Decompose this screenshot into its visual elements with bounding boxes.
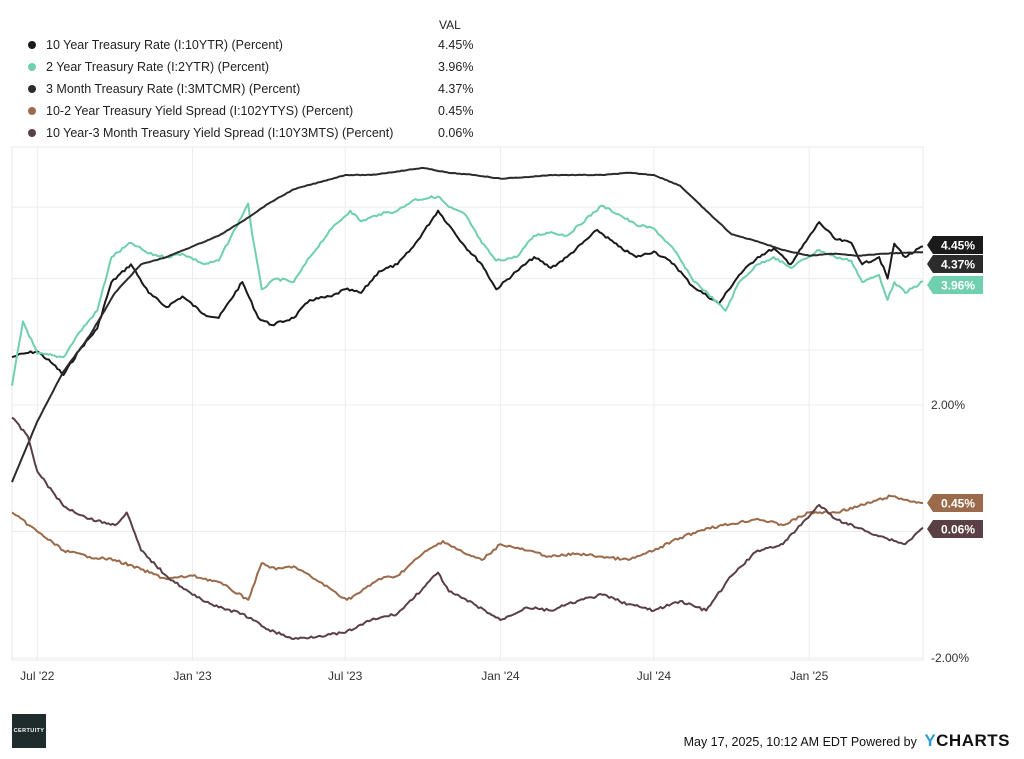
x-tick-label: Jul '22 bbox=[20, 669, 55, 683]
legend-value-header: VAL bbox=[439, 18, 461, 32]
end-value-label: 0.45% bbox=[941, 497, 975, 511]
legend-value: 4.37% bbox=[438, 82, 474, 96]
legend-dot bbox=[28, 41, 36, 49]
x-tick-label: Jan '23 bbox=[173, 669, 212, 683]
legend-label: 10-2 Year Treasury Yield Spread (I:102YT… bbox=[46, 104, 354, 118]
legend-item-10y-3m-spread[interactable]: 10 Year-3 Month Treasury Yield Spread (I… bbox=[28, 124, 478, 142]
legend-value: 0.06% bbox=[438, 126, 474, 140]
series-line[interactable] bbox=[11, 494, 924, 601]
y-tick-label: 2.00% bbox=[931, 398, 965, 412]
series-layer bbox=[11, 166, 924, 640]
x-tick-label: Jul '23 bbox=[328, 669, 363, 683]
end-value-tag: 0.06% bbox=[927, 520, 983, 538]
ycharts-y: Y bbox=[924, 731, 937, 750]
end-value-tag-bg bbox=[927, 494, 983, 512]
end-value-tag: 0.45% bbox=[927, 494, 983, 512]
y-tick-label: -2.00% bbox=[931, 651, 969, 665]
legend-dot bbox=[28, 63, 36, 71]
end-value-tag: 3.96% bbox=[927, 276, 983, 294]
treasury-yield-chart[interactable]: Jul '22 Jan '23 Jul '23 Jan '24 Jul '24 Jan '… bbox=[0, 0, 1024, 700]
logo-text: CERTUITY bbox=[13, 728, 45, 734]
legend-value: 4.45% bbox=[438, 38, 474, 52]
series-line[interactable] bbox=[11, 209, 924, 376]
end-value-label: 0.06% bbox=[941, 523, 975, 537]
legend-label: 3 Month Treasury Rate (I:3MTCMR) (Percen… bbox=[46, 82, 301, 96]
legend-label: 2 Year Treasury Rate (I:2YTR) (Percent) bbox=[46, 60, 270, 74]
end-value-tag: 4.45% bbox=[927, 236, 983, 254]
end-value-tag-bg bbox=[927, 276, 983, 294]
end-value-label: 4.45% bbox=[941, 239, 975, 253]
legend-dot bbox=[28, 107, 36, 115]
axis-layer: Jul '22 Jan '23 Jul '23 Jan '24 Jul '24 Jan '… bbox=[20, 398, 969, 683]
legend-label: 10 Year-3 Month Treasury Yield Spread (I… bbox=[46, 126, 394, 140]
legend-item-10y[interactable]: 10 Year Treasury Rate (I:10YTR) (Percent… bbox=[28, 36, 478, 54]
x-tick-label: Jan '25 bbox=[790, 669, 829, 683]
end-value-tag-bg bbox=[927, 520, 983, 538]
ycharts-logo[interactable]: YCHARTS bbox=[924, 731, 1010, 750]
x-tick-label: Jul '24 bbox=[637, 669, 672, 683]
end-value-tag: 4.37% bbox=[927, 255, 983, 273]
end-labels: 4.45% 3.96% 4.37% 0.45% 0.06% bbox=[927, 236, 983, 538]
footer: May 17, 2025, 10:12 AM EDT Powered by YC… bbox=[684, 731, 1010, 751]
series-line[interactable] bbox=[11, 166, 924, 483]
end-value-label: 4.37% bbox=[941, 258, 975, 272]
legend-item-3m[interactable]: 3 Month Treasury Rate (I:3MTCMR) (Percen… bbox=[28, 80, 478, 98]
certuity-logo: CERTUITY bbox=[12, 714, 46, 748]
end-value-tag-bg bbox=[927, 236, 983, 254]
legend-dot bbox=[28, 129, 36, 137]
end-value-tag-bg bbox=[927, 255, 983, 273]
series-line[interactable] bbox=[11, 195, 924, 386]
x-tick-label: Jan '24 bbox=[481, 669, 520, 683]
legend-label: 10 Year Treasury Rate (I:10YTR) (Percent… bbox=[46, 38, 283, 52]
legend-value: 0.45% bbox=[438, 104, 474, 118]
end-value-label: 3.96% bbox=[941, 279, 975, 293]
legend-item-10-2-spread[interactable]: 10-2 Year Treasury Yield Spread (I:102YT… bbox=[28, 102, 478, 120]
series-line[interactable] bbox=[11, 416, 924, 640]
plot-frame bbox=[11, 146, 924, 661]
legend-item-2y[interactable]: 2 Year Treasury Rate (I:2YTR) (Percent) … bbox=[28, 58, 478, 76]
legend-value: 3.96% bbox=[438, 60, 474, 74]
timestamp: May 17, 2025, 10:12 AM EDT Powered by bbox=[683, 735, 917, 749]
gridlines bbox=[11, 146, 924, 661]
legend-dot bbox=[28, 85, 36, 93]
ycharts-name: CHARTS bbox=[936, 731, 1010, 750]
